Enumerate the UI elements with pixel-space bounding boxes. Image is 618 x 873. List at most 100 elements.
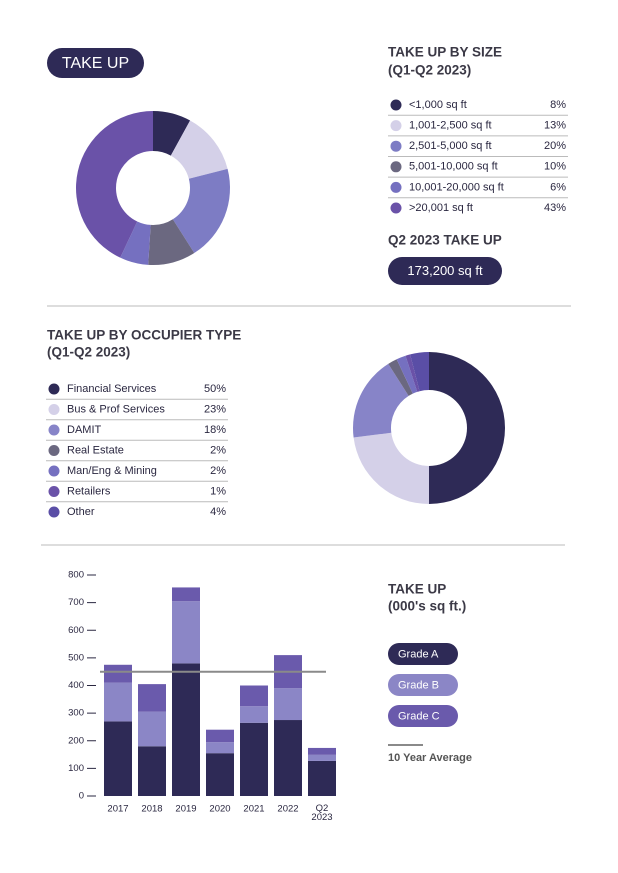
chart-subtitle: (Q1-Q2 2023) — [388, 63, 471, 78]
badge-text: TAKE UP — [62, 55, 129, 72]
value-label: 8% — [550, 99, 566, 111]
value-label: 10% — [544, 161, 566, 173]
bar-segment — [308, 747, 336, 755]
donut-slice — [148, 219, 195, 266]
value-label: 50% — [204, 383, 226, 395]
bar-segment — [138, 711, 166, 747]
legend-dot — [48, 383, 60, 395]
legend-label: Real Estate — [67, 444, 124, 456]
bar-segment — [240, 706, 268, 723]
y-tick-label: 200 — [68, 735, 84, 746]
value-pill-text: 173,200 sq ft — [407, 263, 483, 278]
donut-slice — [75, 111, 153, 258]
donut-slice — [170, 120, 228, 179]
x-tick-label: 2018 — [141, 804, 162, 815]
legend-dot — [48, 486, 60, 497]
legend-dot — [390, 140, 402, 152]
donut-slice — [388, 359, 413, 396]
chart-subtitle: (Q1-Q2 2023) — [47, 345, 130, 360]
legend-label: Grade B — [398, 679, 439, 691]
bar-segment — [138, 684, 166, 712]
bar-segment — [104, 664, 132, 683]
legend-dot — [48, 424, 60, 436]
bar-segment — [274, 720, 302, 796]
x-tick-label: 2022 — [277, 804, 298, 815]
legend-label: Other — [67, 506, 95, 518]
legend-label: Man/Eng & Mining — [67, 465, 157, 477]
bar-segment — [172, 587, 200, 602]
section-title: Q2 2023 TAKE UP — [388, 233, 502, 248]
chart-title: TAKE UP BY OCCUPIER TYPE — [47, 328, 241, 343]
legend-label: Retailers — [67, 485, 111, 497]
legend-label: Grade C — [398, 710, 440, 722]
y-tick-label: 700 — [68, 597, 84, 608]
legend-label: 1,001-2,500 sq ft — [409, 120, 492, 132]
value-label: 6% — [550, 181, 566, 193]
value-label: 20% — [544, 140, 566, 152]
donut-slice — [410, 352, 429, 392]
x-tick-label: 2017 — [107, 804, 128, 815]
y-tick-label: 600 — [68, 625, 84, 636]
bar-segment — [206, 729, 234, 743]
bar-segment — [308, 754, 336, 761]
value-label: 43% — [544, 202, 566, 214]
bar-segment — [172, 663, 200, 796]
legend-dot — [390, 181, 402, 193]
y-tick-label: 300 — [68, 708, 84, 719]
donut-slice — [172, 168, 230, 254]
legend-dot — [48, 465, 60, 477]
legend-dot — [48, 404, 60, 415]
donut-slice — [396, 355, 418, 394]
y-tick-label: 100 — [68, 763, 84, 774]
legend-dot — [390, 120, 402, 132]
x-tick-label: Q2 2023 — [311, 803, 332, 823]
legend-label: 5,001-10,000 sq ft — [409, 161, 498, 173]
legend-dot — [390, 202, 402, 214]
x-tick-label: 2019 — [175, 804, 196, 815]
legend-label: <1,000 sq ft — [409, 99, 467, 111]
donut-slice — [405, 354, 420, 392]
donut-slice — [120, 221, 151, 265]
value-label: 18% — [204, 424, 226, 436]
bar-segment — [104, 721, 132, 796]
bar-segment — [172, 601, 200, 664]
donut-slice — [429, 352, 505, 504]
value-label: 13% — [544, 120, 566, 132]
bar-segment — [138, 746, 166, 796]
chart-title: TAKE UP BY SIZE — [388, 45, 502, 60]
bar-segment — [206, 753, 234, 796]
y-tick-label: 400 — [68, 680, 84, 691]
value-label: 1% — [210, 485, 226, 497]
legend-dot — [48, 506, 60, 518]
legend-dot — [390, 99, 402, 111]
y-tick-label: 0 — [79, 791, 84, 802]
donut-slice — [353, 432, 429, 504]
bar-segment — [206, 742, 234, 754]
bar-segment — [240, 685, 268, 707]
value-label: 23% — [204, 403, 226, 415]
bar-segment — [308, 760, 336, 796]
chart-subtitle: (000's sq ft.) — [388, 599, 466, 614]
value-label: 2% — [210, 444, 226, 456]
bar-segment — [240, 722, 268, 796]
donut-slice — [153, 110, 191, 156]
legend-label: DAMIT — [67, 424, 102, 436]
legend-label: Grade A — [398, 648, 439, 660]
x-tick-label: 2020 — [209, 804, 230, 815]
y-tick-label: 800 — [68, 570, 84, 581]
bar-segment — [104, 682, 132, 722]
legend-label: >20,001 sq ft — [409, 202, 473, 214]
x-tick-label: 2021 — [243, 804, 264, 815]
badge — [47, 48, 144, 78]
legend-label: 2,501-5,000 sq ft — [409, 140, 492, 152]
value-label: 2% — [210, 465, 226, 477]
legend-label: 10,001-20,000 sq ft — [409, 181, 504, 193]
value-pill — [388, 257, 502, 285]
legend-pill — [388, 643, 458, 665]
y-tick-label: 500 — [68, 652, 84, 663]
chart-title: TAKE UP — [388, 582, 446, 597]
legend-pill — [388, 674, 458, 696]
legend-label: 10 Year Average — [388, 752, 472, 764]
